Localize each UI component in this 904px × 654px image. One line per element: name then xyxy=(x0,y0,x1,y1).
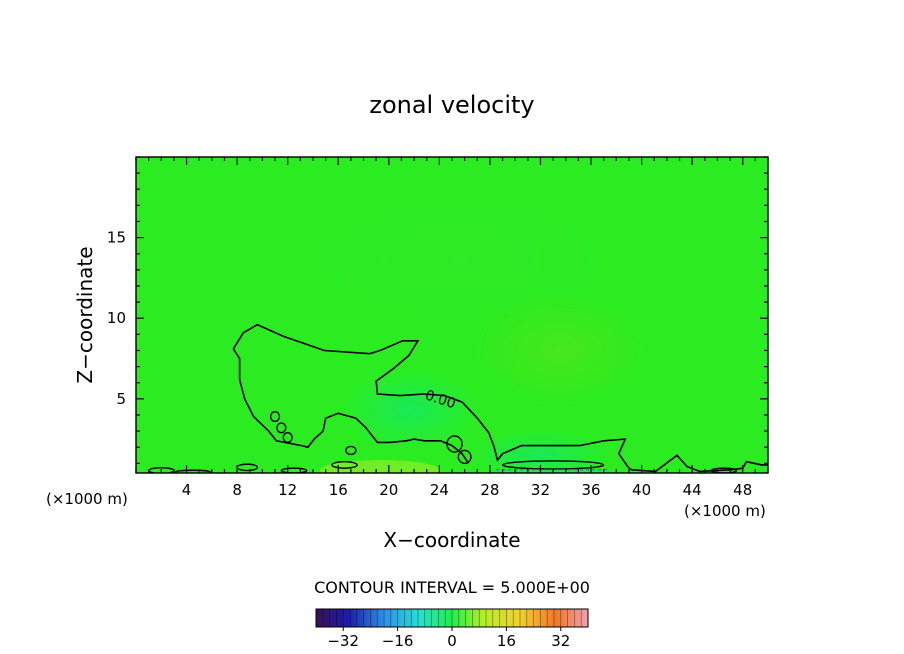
chart-title: zonal velocity xyxy=(369,91,534,119)
x-tick-label: 8 xyxy=(232,481,242,499)
contour-loop xyxy=(710,467,738,473)
x-tick-label: 4 xyxy=(182,481,192,499)
y-tick-label: 15 xyxy=(107,229,126,247)
colorbar-stripes xyxy=(322,609,582,627)
colorbar-tick-label: −32 xyxy=(327,632,359,650)
contour-loop xyxy=(446,435,463,453)
colorbar-ticks: −32 −16 0 16 32 xyxy=(327,627,570,650)
contour-line-zero xyxy=(232,348,470,464)
contour-loop xyxy=(174,469,212,473)
x-tick-label: 44 xyxy=(683,481,702,499)
colorbar-tick-label: 32 xyxy=(551,632,570,650)
colorbar-tick-label: −16 xyxy=(382,632,414,650)
x-tick-label: 24 xyxy=(430,481,449,499)
x-axis-label: X−coordinate xyxy=(383,528,520,552)
x-tick-label: 28 xyxy=(480,481,499,499)
contour-interval: CONTOUR INTERVAL = 5.000E+00 xyxy=(314,578,590,597)
x-tick-label: 16 xyxy=(329,481,348,499)
x-tick-label: 48 xyxy=(733,481,752,499)
contour-loop xyxy=(345,445,357,456)
colorbar-tick-label: 0 xyxy=(447,632,457,650)
contour-loop xyxy=(331,461,358,469)
y-tick-label: 5 xyxy=(116,390,126,408)
contour-loop xyxy=(282,431,293,444)
x-tick-label: 36 xyxy=(581,481,600,499)
x-unit-right: (×1000 m) xyxy=(684,502,766,520)
x-tick-label: 12 xyxy=(278,481,297,499)
contour-line-zero xyxy=(232,323,768,473)
x-tick-label: 40 xyxy=(632,481,651,499)
contour-loop xyxy=(501,460,605,470)
heatmap-field: 0.00 xyxy=(136,157,768,473)
x-tick-label: 20 xyxy=(379,481,398,499)
contour-loop xyxy=(457,449,472,465)
contour-loop xyxy=(280,467,308,473)
contour-loop xyxy=(269,411,281,423)
contour-loop xyxy=(276,422,287,434)
y-axis-label: Z−coordinate xyxy=(73,246,97,383)
y-tick-label: 10 xyxy=(107,309,126,327)
colorbar-tick-label: 16 xyxy=(497,632,516,650)
x-unit-left: (×1000 m) xyxy=(46,490,128,508)
x-tick-label: 32 xyxy=(531,481,550,499)
colorbar: −32 −16 0 16 32 xyxy=(315,608,589,650)
